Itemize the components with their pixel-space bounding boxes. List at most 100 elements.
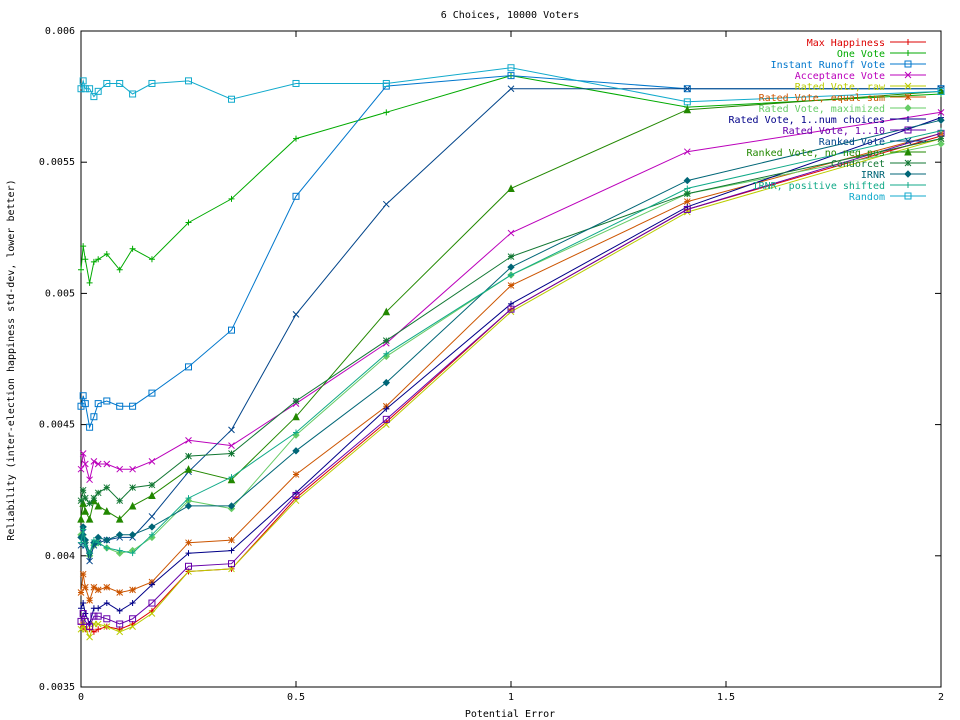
data-point [85, 514, 94, 523]
data-point [507, 253, 515, 261]
data-point [90, 537, 97, 544]
data-point [103, 536, 111, 544]
data-point [103, 600, 110, 607]
data-point [103, 615, 111, 623]
data-point [81, 583, 89, 591]
data-point [683, 148, 691, 156]
data-point [904, 82, 912, 90]
data-point [79, 77, 87, 85]
data-point [115, 531, 124, 539]
y-tick-label: 0.004 [45, 551, 75, 562]
data-point [148, 599, 156, 607]
data-point [937, 87, 945, 95]
series-condorcet [77, 135, 945, 507]
data-point [228, 450, 235, 457]
data-point [937, 140, 945, 148]
data-point [80, 243, 87, 250]
y-tick-label: 0.005 [45, 288, 75, 299]
data-point [382, 378, 391, 387]
data-point [292, 491, 300, 499]
data-point [904, 71, 912, 79]
data-point [184, 502, 193, 510]
data-point [184, 465, 193, 473]
data-point [508, 272, 514, 279]
x-tick-label: 0.5 [287, 692, 305, 703]
data-point [116, 402, 124, 410]
data-point [292, 471, 300, 478]
data-point [148, 513, 156, 520]
data-point [103, 397, 111, 405]
data-point [86, 557, 93, 565]
data-point [81, 400, 89, 408]
data-point [86, 623, 94, 631]
data-point [507, 184, 515, 192]
data-point [86, 597, 93, 604]
x-tick-label: 0 [78, 692, 84, 703]
data-point [77, 617, 85, 625]
y-tick-label: 0.0035 [39, 682, 75, 693]
data-point [86, 476, 93, 484]
data-point [383, 109, 390, 116]
data-point [116, 497, 124, 505]
data-point [86, 550, 93, 557]
data-point [128, 531, 137, 539]
data-point [148, 581, 155, 588]
data-point [86, 423, 94, 431]
data-point [116, 589, 124, 596]
legend-label: Max Happiness [807, 38, 885, 49]
data-point [185, 550, 192, 557]
series-irnr [77, 116, 945, 557]
data-point [86, 85, 94, 93]
data-point [90, 583, 98, 591]
data-point [82, 542, 89, 549]
chart-title: 6 Choices, 10000 Voters [441, 10, 579, 21]
legend-label: Rated Vote, equal sum [759, 93, 885, 104]
data-point [129, 550, 136, 557]
data-point [382, 415, 390, 423]
data-point [79, 570, 87, 578]
data-point [103, 583, 111, 591]
data-point [507, 282, 515, 289]
data-point [382, 337, 390, 344]
data-point [292, 311, 300, 318]
data-point [95, 605, 102, 612]
series-random [77, 64, 945, 106]
y-tick-label: 0.0045 [39, 420, 75, 431]
series-line [80, 75, 941, 429]
data-point [292, 397, 300, 405]
data-point [185, 562, 192, 570]
data-point [90, 628, 97, 635]
data-point [292, 447, 300, 455]
data-point [228, 560, 235, 568]
data-point [81, 85, 89, 93]
data-point [94, 400, 102, 408]
data-point [383, 350, 390, 357]
legend-label: IRNR, positive shifted [753, 181, 885, 192]
data-point [938, 127, 944, 134]
data-point [94, 612, 102, 620]
data-point [683, 85, 691, 93]
data-point [90, 93, 98, 101]
data-point [86, 499, 93, 507]
data-point [507, 72, 515, 80]
legend-label: Acceptance Vote [795, 71, 885, 82]
data-point [95, 256, 102, 263]
data-point [382, 200, 390, 208]
data-point [103, 460, 111, 468]
data-point [507, 64, 515, 72]
data-point [129, 484, 136, 491]
data-point [228, 474, 235, 481]
data-point [128, 501, 137, 510]
y-axis-label: Reliability (inter-election happiness st… [6, 179, 17, 540]
data-point [103, 623, 111, 631]
data-point [80, 526, 87, 533]
data-point [79, 610, 87, 618]
data-point [94, 620, 102, 628]
data-point [937, 108, 945, 116]
data-point [293, 429, 299, 436]
series-irnr-positive-shifted [78, 127, 944, 557]
data-point [81, 507, 90, 515]
x-tick-label: 2 [938, 692, 944, 703]
data-point [81, 617, 89, 625]
